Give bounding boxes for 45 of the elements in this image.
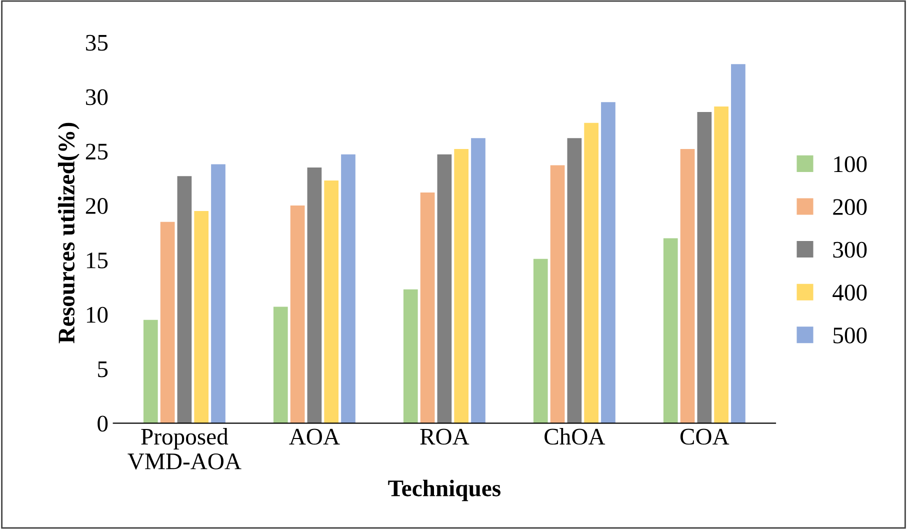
- bar: [714, 106, 728, 424]
- legend-label: 500: [834, 327, 867, 344]
- bar: [403, 289, 418, 424]
- bar: [307, 167, 322, 424]
- bar: [143, 320, 158, 424]
- bar: [663, 238, 678, 424]
- x-tick-label: ChOA: [544, 428, 606, 445]
- bar: [731, 64, 746, 424]
- bar: [290, 206, 305, 424]
- y-tick-label: 30: [86, 89, 108, 106]
- bar: [194, 210, 209, 424]
- y-tick-label: 15: [86, 252, 108, 268]
- bar: [160, 222, 175, 424]
- bar: [680, 148, 695, 424]
- x-axis-title: Techniques: [388, 480, 501, 502]
- bar: [550, 165, 565, 424]
- y-tick-label: 5: [98, 362, 108, 378]
- bar: [324, 180, 339, 424]
- bar: [273, 306, 288, 424]
- legend-label: 200: [833, 199, 867, 215]
- x-tick-label: AOA: [289, 428, 340, 445]
- bar: [567, 138, 582, 424]
- x-tick-label: Proposed VMD-AOA: [128, 428, 242, 470]
- bar: [533, 258, 548, 424]
- bar: [584, 122, 598, 424]
- bar: [177, 176, 192, 424]
- x-tick-label: ROA: [420, 428, 470, 445]
- bar: [454, 148, 469, 424]
- legend-label: 400: [832, 284, 867, 301]
- y-tick-label: 10: [86, 306, 108, 323]
- y-tick-label: 0: [98, 416, 108, 432]
- y-axis-title: Resources utilized(%): [58, 122, 80, 344]
- bar: [211, 164, 226, 424]
- x-tick-label: COA: [680, 428, 730, 445]
- bar: [697, 112, 712, 424]
- legend-label: 100: [834, 156, 867, 172]
- y-tick-label: 35: [86, 34, 108, 51]
- y-tick-label: 25: [86, 144, 108, 160]
- bar: [601, 102, 616, 424]
- bar: [437, 154, 452, 424]
- bar: [420, 192, 435, 424]
- bar: [471, 138, 486, 424]
- y-tick-label: 20: [86, 198, 108, 214]
- bar: [341, 154, 356, 424]
- legend-label: 300: [833, 242, 867, 258]
